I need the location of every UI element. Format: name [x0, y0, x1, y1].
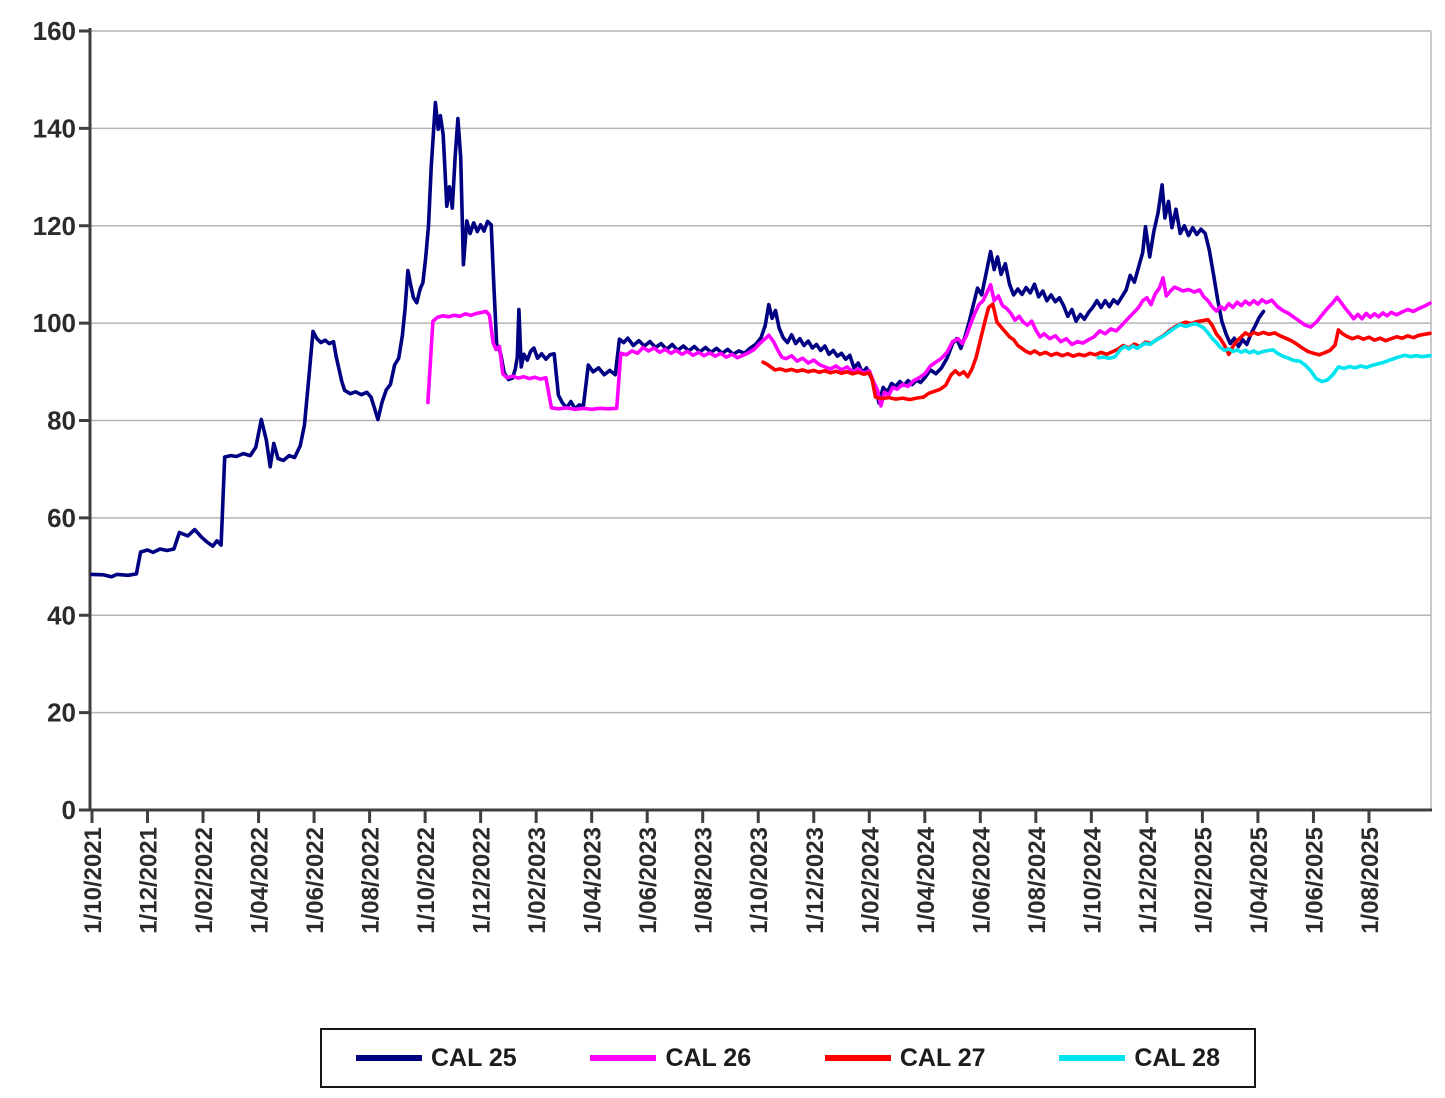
x-axis-label-7: 1/12/2022: [469, 827, 496, 934]
x-axis-label-11: 1/08/2023: [691, 827, 718, 934]
x-axis-label-2: 1/02/2022: [191, 827, 218, 934]
legend-label-cal-26: CAL 26: [665, 1043, 752, 1072]
legend-item-cal-25: CAL 25: [356, 1044, 517, 1073]
x-axis-label-20: 1/02/2025: [1190, 827, 1217, 934]
x-axis-label-13: 1/12/2023: [802, 827, 829, 934]
legend-label-cal-28: CAL 28: [1134, 1043, 1220, 1072]
x-axis-label-9: 1/04/2023: [580, 827, 607, 934]
x-axis-label-12: 1/10/2023: [746, 827, 773, 934]
y-axis-label-40: 40: [47, 600, 76, 630]
series-line-cal-27: [761, 302, 1432, 402]
legend-swatch-cal-25: [356, 1055, 422, 1061]
legend-item-cal-27: CAL 27: [824, 1043, 986, 1073]
y-axis-label-80: 80: [47, 406, 76, 436]
x-axis-label-23: 1/08/2025: [1357, 827, 1384, 934]
y-axis-label-100: 100: [33, 308, 76, 338]
x-axis-label-16: 1/06/2024: [968, 826, 995, 933]
legend-swatch-cal-26: [590, 1055, 657, 1061]
y-axis-label-60: 60: [47, 503, 76, 533]
x-axis-label-0: 1/10/2021: [80, 827, 107, 934]
x-axis-label-1: 1/12/2021: [136, 827, 163, 934]
x-axis-label-15: 1/04/2024: [913, 826, 940, 933]
x-axis-label-18: 1/10/2024: [1079, 826, 1106, 933]
chart-legend: CAL 25 CAL 26 CAL 27 CAL 28: [320, 1028, 1256, 1088]
y-axis-label-0: 0: [62, 795, 76, 825]
x-axis-label-19: 1/12/2024: [1135, 826, 1162, 933]
x-axis-label-4: 1/06/2022: [302, 827, 329, 934]
legend-swatch-cal-27: [824, 1055, 891, 1061]
series-line-cal-25: [90, 100, 1266, 579]
y-axis-label-160: 160: [33, 16, 76, 46]
legend-label-cal-27: CAL 27: [899, 1043, 986, 1072]
x-axis-label-8: 1/02/2023: [524, 827, 551, 934]
series-line-cal-26: [426, 275, 1432, 412]
x-axis-label-21: 1/04/2025: [1246, 827, 1273, 934]
series-line-cal-28: [1096, 321, 1432, 384]
price-line-chart: 0 20 40 60 80 100 120 140 160 1/10/2021 1/12/2021 1…: [33, 16, 1432, 934]
x-axis-label-14: 1/02/2024: [857, 826, 884, 933]
x-axis-label-17: 1/08/2024: [1024, 826, 1051, 933]
legend-item-cal-26: CAL 26: [590, 1044, 751, 1073]
x-axis-label-22: 1/06/2025: [1301, 827, 1328, 934]
legend-label-cal-25: CAL 25: [431, 1043, 517, 1072]
x-axis-label-5: 1/08/2022: [358, 827, 385, 934]
legend-item-cal-28: CAL 28: [1059, 1044, 1220, 1073]
x-axis-label-3: 1/04/2022: [247, 827, 274, 934]
y-axis-label-140: 140: [33, 113, 76, 143]
y-axis-label-120: 120: [33, 211, 76, 241]
x-axis-label-6: 1/10/2022: [413, 827, 440, 934]
legend-swatch-cal-28: [1059, 1055, 1126, 1061]
x-axis-label-10: 1/06/2023: [635, 827, 662, 934]
y-axis-label-20: 20: [47, 698, 76, 728]
